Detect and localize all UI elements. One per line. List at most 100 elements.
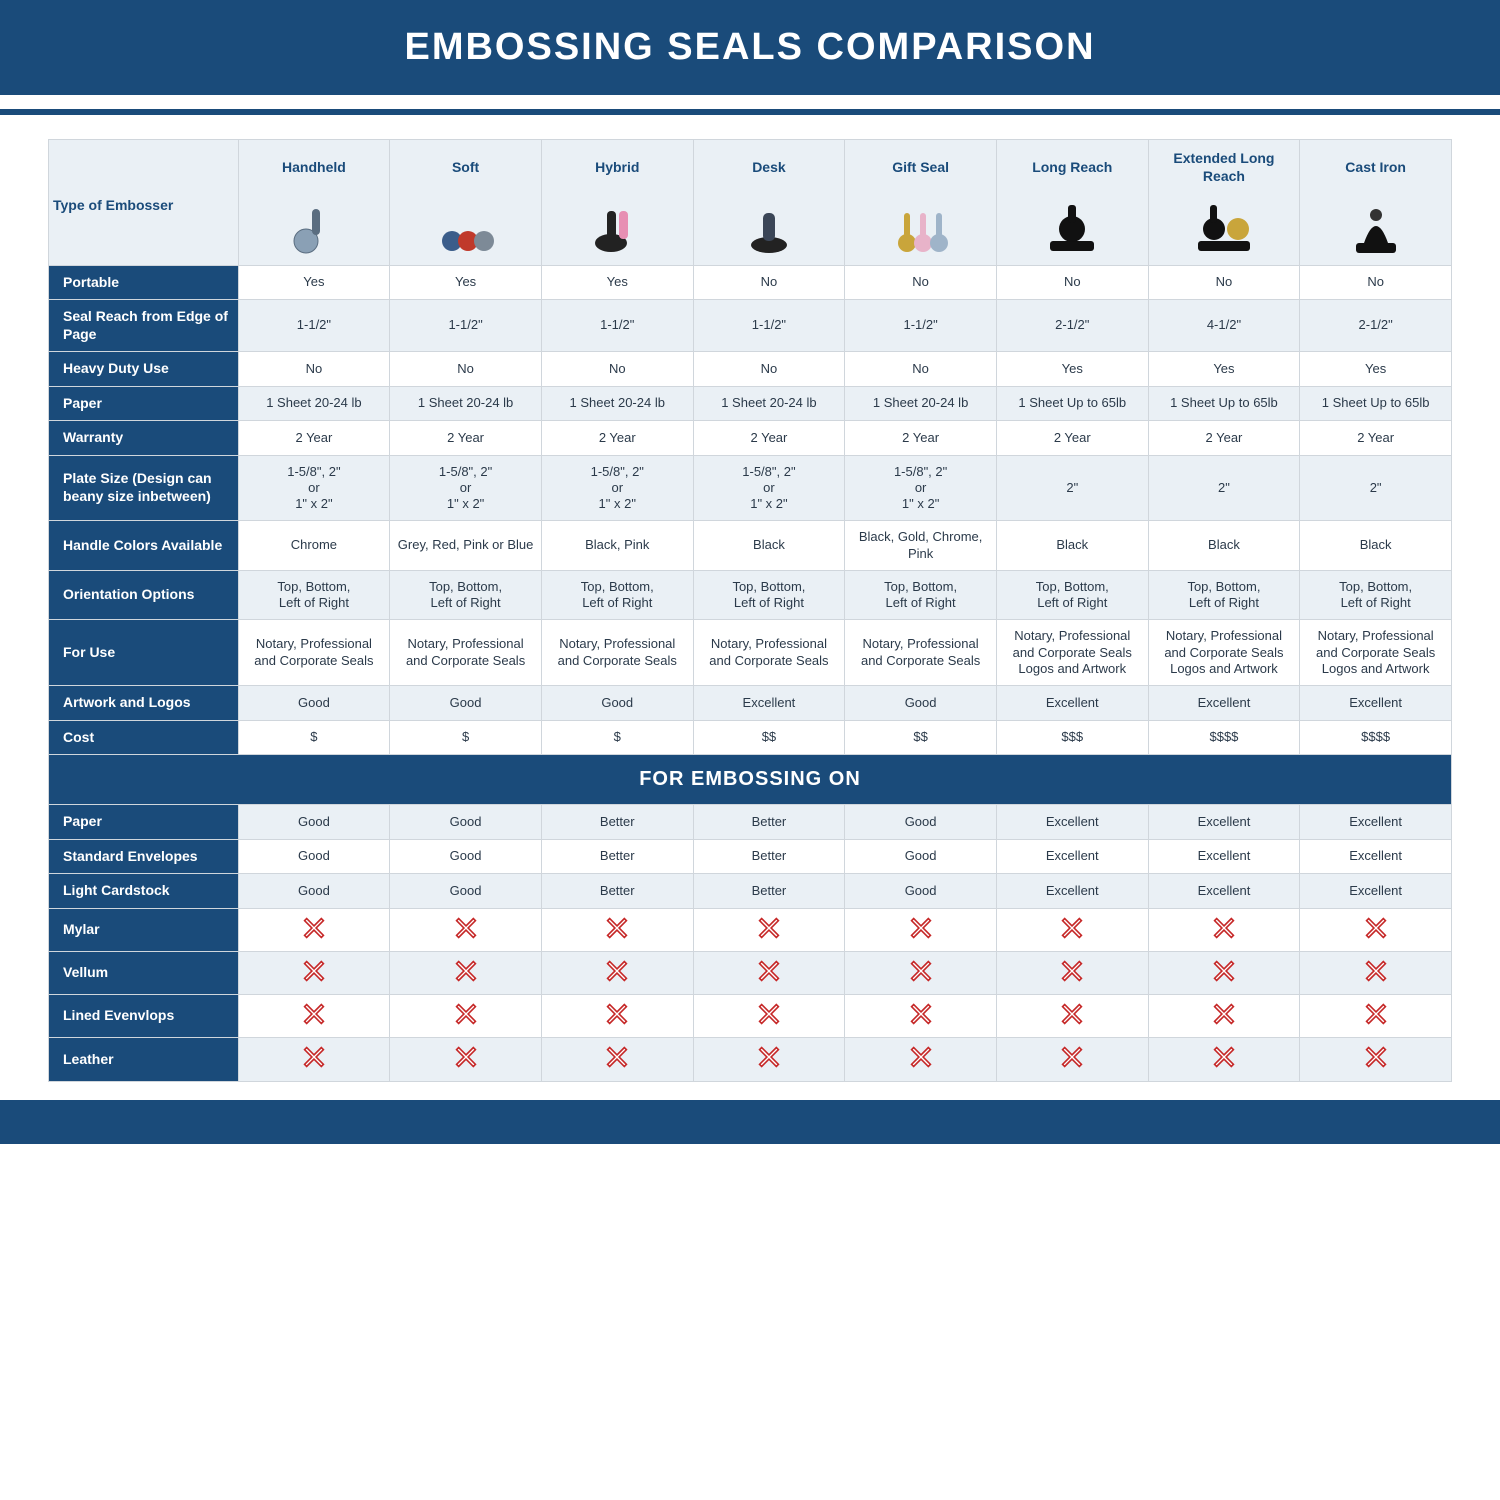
table-cell: 1 Sheet 20-24 lb: [390, 386, 542, 421]
no-icon: [1061, 917, 1083, 939]
no-icon: [910, 960, 932, 982]
table-cell: Top, Bottom,Left of Right: [693, 570, 845, 620]
table-cell: $$$: [996, 720, 1148, 755]
table-cell: Top, Bottom,Left of Right: [238, 570, 390, 620]
row-label: Paper: [49, 805, 239, 840]
comparison-table-container: Type of EmbosserHandheldSoftHybridDeskGi…: [0, 115, 1500, 1082]
row-label: Artwork and Logos: [49, 686, 239, 721]
extended-long-reach-embosser-icon: [1196, 199, 1252, 255]
table-cell: [238, 908, 390, 951]
table-cell: 2 Year: [1148, 421, 1300, 456]
product-image-cell: [845, 189, 997, 265]
table-cell: Excellent: [1300, 805, 1452, 840]
table-cell: Yes: [541, 265, 693, 300]
table-cell: [1148, 995, 1300, 1038]
table-cell: 1-1/2": [541, 300, 693, 352]
col-header: Extended Long Reach: [1148, 140, 1300, 190]
table-cell: [996, 1038, 1148, 1081]
no-icon: [1213, 1003, 1235, 1025]
table-cell: Good: [541, 686, 693, 721]
long-reach-embosser-icon: [1044, 199, 1100, 255]
table-cell: 2 Year: [390, 421, 542, 456]
table-cell: 1-5/8", 2"or1" x 2": [845, 455, 997, 521]
table-cell: [996, 951, 1148, 994]
table-cell: Notary, Professional and Corporate Seals: [845, 620, 997, 686]
no-icon: [1365, 960, 1387, 982]
table-cell: 1-5/8", 2"or1" x 2": [541, 455, 693, 521]
col-header: Handheld: [238, 140, 390, 190]
no-icon: [455, 1046, 477, 1068]
table-cell: Top, Bottom,Left of Right: [541, 570, 693, 620]
row-label: Plate Size (Design can beany size inbetw…: [49, 455, 239, 521]
table-cell: 2": [1300, 455, 1452, 521]
table-cell: Top, Bottom,Left of Right: [1300, 570, 1452, 620]
row-label: Lined Evenvlops: [49, 995, 239, 1038]
cast-iron-embosser-icon: [1348, 199, 1404, 255]
no-icon: [1365, 917, 1387, 939]
no-icon: [455, 960, 477, 982]
table-cell: No: [996, 265, 1148, 300]
no-icon: [303, 917, 325, 939]
table-cell: Yes: [996, 352, 1148, 387]
col-header: Long Reach: [996, 140, 1148, 190]
table-cell: No: [693, 265, 845, 300]
no-icon: [1365, 1003, 1387, 1025]
table-row: Heavy Duty UseNoNoNoNoNoYesYesYes: [49, 352, 1452, 387]
table-cell: [693, 951, 845, 994]
table-cell: [1148, 1038, 1300, 1081]
row-label: Handle Colors Available: [49, 521, 239, 571]
table-cell: [1148, 908, 1300, 951]
table-row: PaperGoodGoodBetterBetterGoodExcellentEx…: [49, 805, 1452, 840]
table-cell: No: [541, 352, 693, 387]
table-cell: Good: [238, 839, 390, 874]
table-row: Lined Evenvlops: [49, 995, 1452, 1038]
table-cell: [238, 951, 390, 994]
table-cell: Better: [693, 839, 845, 874]
table-row: Light CardstockGoodGoodBetterBetterGoodE…: [49, 874, 1452, 909]
table-cell: $: [390, 720, 542, 755]
no-icon: [758, 1046, 780, 1068]
no-icon: [910, 1046, 932, 1068]
table-cell: Yes: [390, 265, 542, 300]
row-label: Warranty: [49, 421, 239, 456]
table-cell: Good: [845, 874, 997, 909]
no-icon: [1213, 917, 1235, 939]
table-cell: Top, Bottom,Left of Right: [390, 570, 542, 620]
table-row: Cost$$$$$$$$$$$$$$$$$$: [49, 720, 1452, 755]
table-cell: Better: [541, 805, 693, 840]
table-cell: Excellent: [996, 874, 1148, 909]
table-cell: Grey, Red, Pink or Blue: [390, 521, 542, 571]
table-cell: Yes: [238, 265, 390, 300]
table-cell: No: [1148, 265, 1300, 300]
col-header: Gift Seal: [845, 140, 997, 190]
no-icon: [1213, 1046, 1235, 1068]
table-cell: Black, Gold, Chrome, Pink: [845, 521, 997, 571]
soft-embosser-icon: [438, 199, 494, 255]
table-cell: 2 Year: [845, 421, 997, 456]
table-cell: $: [238, 720, 390, 755]
no-icon: [455, 1003, 477, 1025]
row-label: Leather: [49, 1038, 239, 1081]
table-cell: [693, 908, 845, 951]
table-cell: 1 Sheet 20-24 lb: [238, 386, 390, 421]
no-icon: [1061, 960, 1083, 982]
table-cell: Excellent: [996, 686, 1148, 721]
no-icon: [758, 960, 780, 982]
table-cell: [693, 995, 845, 1038]
table-row: Vellum: [49, 951, 1452, 994]
no-icon: [910, 1003, 932, 1025]
col-header: Cast Iron: [1300, 140, 1452, 190]
table-cell: Good: [390, 874, 542, 909]
table-cell: Yes: [1300, 352, 1452, 387]
table-cell: Better: [693, 805, 845, 840]
table-cell: No: [693, 352, 845, 387]
table-cell: 4-1/2": [1148, 300, 1300, 352]
table-cell: $$$$: [1148, 720, 1300, 755]
table-cell: Black: [1148, 521, 1300, 571]
row-label: Heavy Duty Use: [49, 352, 239, 387]
no-icon: [606, 917, 628, 939]
table-cell: Black: [693, 521, 845, 571]
table-cell: [541, 908, 693, 951]
product-image-cell: [1148, 189, 1300, 265]
table-cell: Excellent: [996, 839, 1148, 874]
